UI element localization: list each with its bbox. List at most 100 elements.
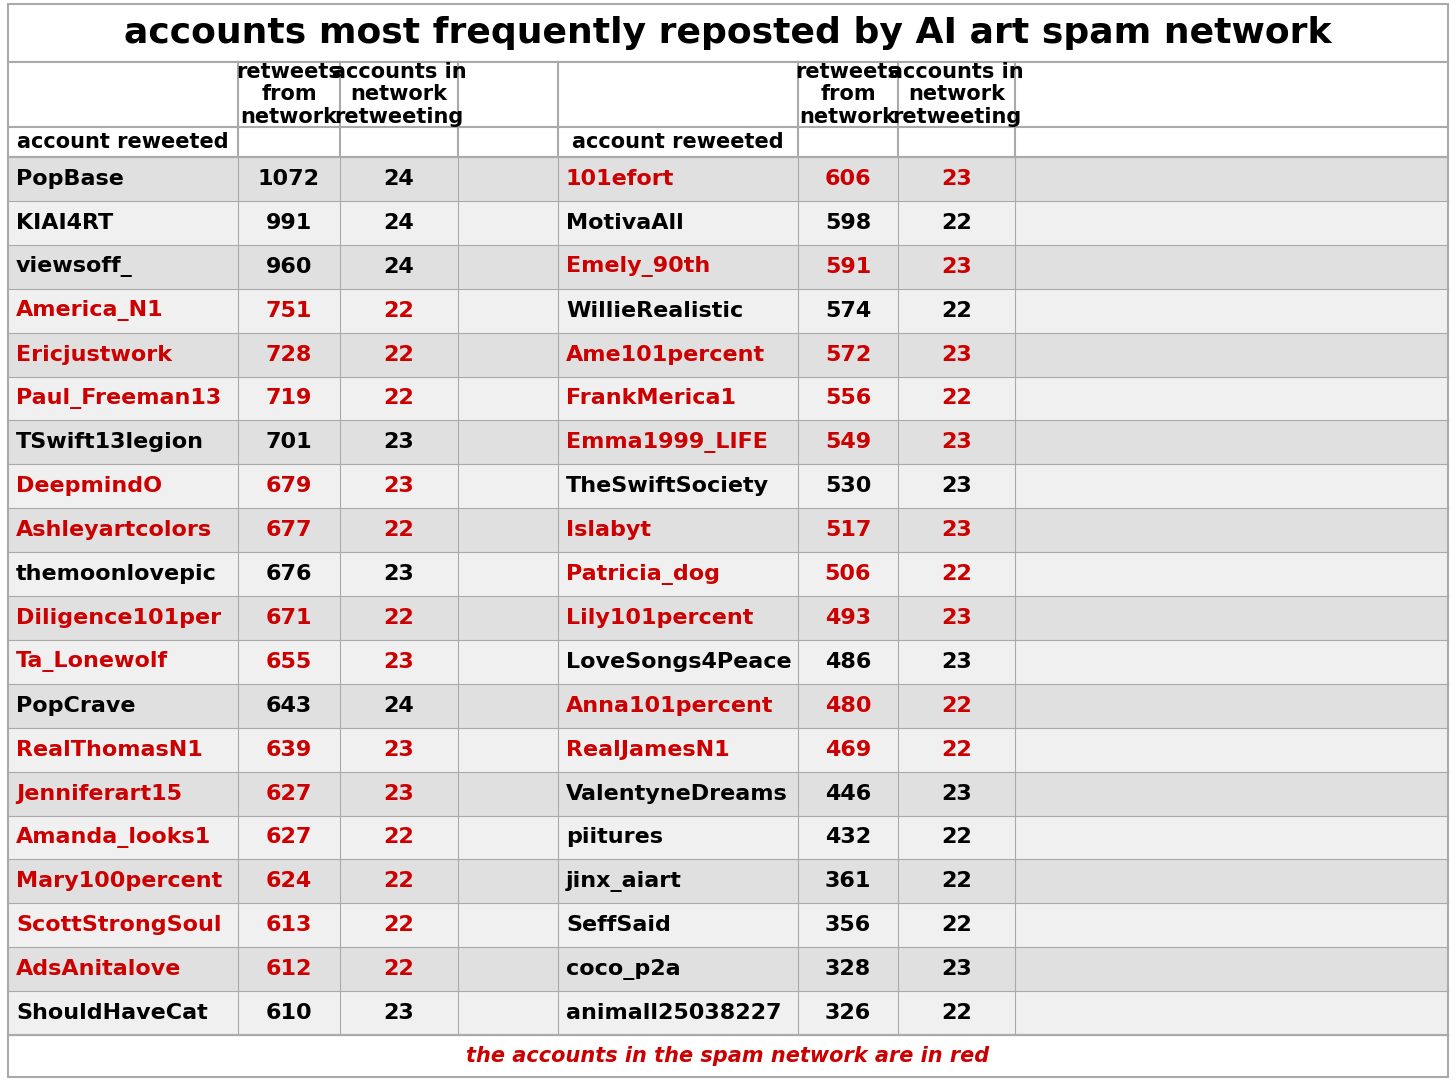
Text: 356: 356 (826, 916, 871, 935)
Text: 719: 719 (266, 388, 312, 409)
Bar (7, 244, 1449, 289)
Text: 24: 24 (383, 169, 415, 189)
Text: 328: 328 (826, 959, 871, 979)
Bar (7, 596, 1449, 640)
Text: 24: 24 (383, 257, 415, 277)
Text: 23: 23 (941, 959, 971, 979)
Bar (7, 728, 1449, 772)
Text: accounts most frequently reposted by AI art spam network: accounts most frequently reposted by AI … (124, 16, 1332, 50)
Text: 23: 23 (941, 477, 971, 496)
Text: 22: 22 (941, 871, 971, 892)
Text: 23: 23 (941, 520, 971, 540)
Text: viewsoff_: viewsoff_ (16, 256, 132, 277)
Text: 517: 517 (824, 520, 871, 540)
Bar (7, 815, 1449, 859)
Text: 22: 22 (941, 916, 971, 935)
Text: 639: 639 (266, 739, 312, 760)
Bar (7, 552, 1449, 596)
Text: 23: 23 (941, 432, 971, 452)
Text: Emma1999_LIFE: Emma1999_LIFE (566, 431, 767, 453)
Text: 493: 493 (826, 608, 871, 628)
Text: 23: 23 (941, 652, 971, 672)
Text: 671: 671 (266, 608, 312, 628)
Bar (7, 772, 1449, 815)
Text: jinx_aiart: jinx_aiart (566, 871, 681, 892)
Text: 22: 22 (941, 827, 971, 848)
Text: 22: 22 (941, 696, 971, 716)
Text: 22: 22 (941, 1003, 971, 1023)
Text: 23: 23 (941, 608, 971, 628)
Bar (7, 904, 1449, 947)
Text: 22: 22 (383, 388, 415, 409)
Text: 22: 22 (941, 301, 971, 321)
Text: 23: 23 (383, 784, 415, 803)
Text: 22: 22 (383, 871, 415, 892)
Text: the accounts in the spam network are in red: the accounts in the spam network are in … (466, 1046, 990, 1066)
Bar (7, 289, 1449, 333)
Text: 627: 627 (266, 827, 312, 848)
Bar (7, 62, 1449, 157)
Text: 598: 598 (826, 213, 871, 232)
Text: FrankMerica1: FrankMerica1 (566, 388, 735, 409)
Text: WillieRealistic: WillieRealistic (566, 301, 743, 321)
Text: accounts in
network
retweeting: accounts in network retweeting (332, 62, 466, 126)
Text: Diligence101per: Diligence101per (16, 608, 221, 628)
Text: 23: 23 (383, 739, 415, 760)
Text: Mary100percent: Mary100percent (16, 871, 223, 892)
Text: 624: 624 (266, 871, 312, 892)
Text: 556: 556 (826, 388, 871, 409)
Text: 326: 326 (826, 1003, 871, 1023)
Text: America_N1: America_N1 (16, 301, 163, 321)
Text: ScottStrongSoul: ScottStrongSoul (16, 916, 221, 935)
Text: LoveSongs4Peace: LoveSongs4Peace (566, 652, 792, 672)
Text: 24: 24 (383, 213, 415, 232)
Text: TheSwiftSociety: TheSwiftSociety (566, 477, 769, 496)
Text: ShouldHaveCat: ShouldHaveCat (16, 1003, 208, 1023)
Text: 606: 606 (824, 169, 871, 189)
Text: 677: 677 (266, 520, 312, 540)
Text: TSwift13legion: TSwift13legion (16, 432, 204, 452)
Text: 751: 751 (266, 301, 312, 321)
Text: Anna101percent: Anna101percent (566, 696, 773, 716)
Text: Lily101percent: Lily101percent (566, 608, 753, 628)
Bar (7, 201, 1449, 244)
Text: Ericjustwork: Ericjustwork (16, 345, 172, 364)
Text: accounts in
network
retweeting: accounts in network retweeting (890, 62, 1024, 126)
Text: account reweeted: account reweeted (572, 132, 783, 152)
Text: retweets
from
network: retweets from network (795, 62, 900, 126)
Text: 480: 480 (824, 696, 871, 716)
Text: ValentyneDreams: ValentyneDreams (566, 784, 788, 803)
Text: 23: 23 (941, 257, 971, 277)
Text: animall25038227: animall25038227 (566, 1003, 782, 1023)
Bar (7, 333, 1449, 376)
Text: PopCrave: PopCrave (16, 696, 135, 716)
Text: 22: 22 (383, 959, 415, 979)
Bar (7, 376, 1449, 421)
Text: 991: 991 (266, 213, 312, 232)
Text: 23: 23 (383, 432, 415, 452)
Text: Patricia_dog: Patricia_dog (566, 563, 721, 585)
Text: retweets
from
network: retweets from network (236, 62, 342, 126)
Text: Jenniferart15: Jenniferart15 (16, 784, 182, 803)
Text: 23: 23 (941, 784, 971, 803)
Bar (7, 508, 1449, 552)
Text: 610: 610 (265, 1003, 313, 1023)
Text: Paul_Freeman13: Paul_Freeman13 (16, 388, 221, 409)
Text: 446: 446 (826, 784, 871, 803)
Text: 432: 432 (826, 827, 871, 848)
Text: 506: 506 (824, 564, 871, 584)
Bar (7, 859, 1449, 904)
Bar (7, 4, 1449, 62)
Text: Ame101percent: Ame101percent (566, 345, 764, 364)
Bar (7, 640, 1449, 684)
Text: AdsAnitalove: AdsAnitalove (16, 959, 182, 979)
Text: MotivaAll: MotivaAll (566, 213, 684, 232)
Text: 960: 960 (266, 257, 312, 277)
Text: 23: 23 (383, 1003, 415, 1023)
Text: 469: 469 (826, 739, 871, 760)
Text: 612: 612 (266, 959, 312, 979)
Text: Ashleyartcolors: Ashleyartcolors (16, 520, 213, 540)
Bar (7, 157, 1449, 201)
Text: SeffSaid: SeffSaid (566, 916, 671, 935)
Text: 22: 22 (941, 739, 971, 760)
